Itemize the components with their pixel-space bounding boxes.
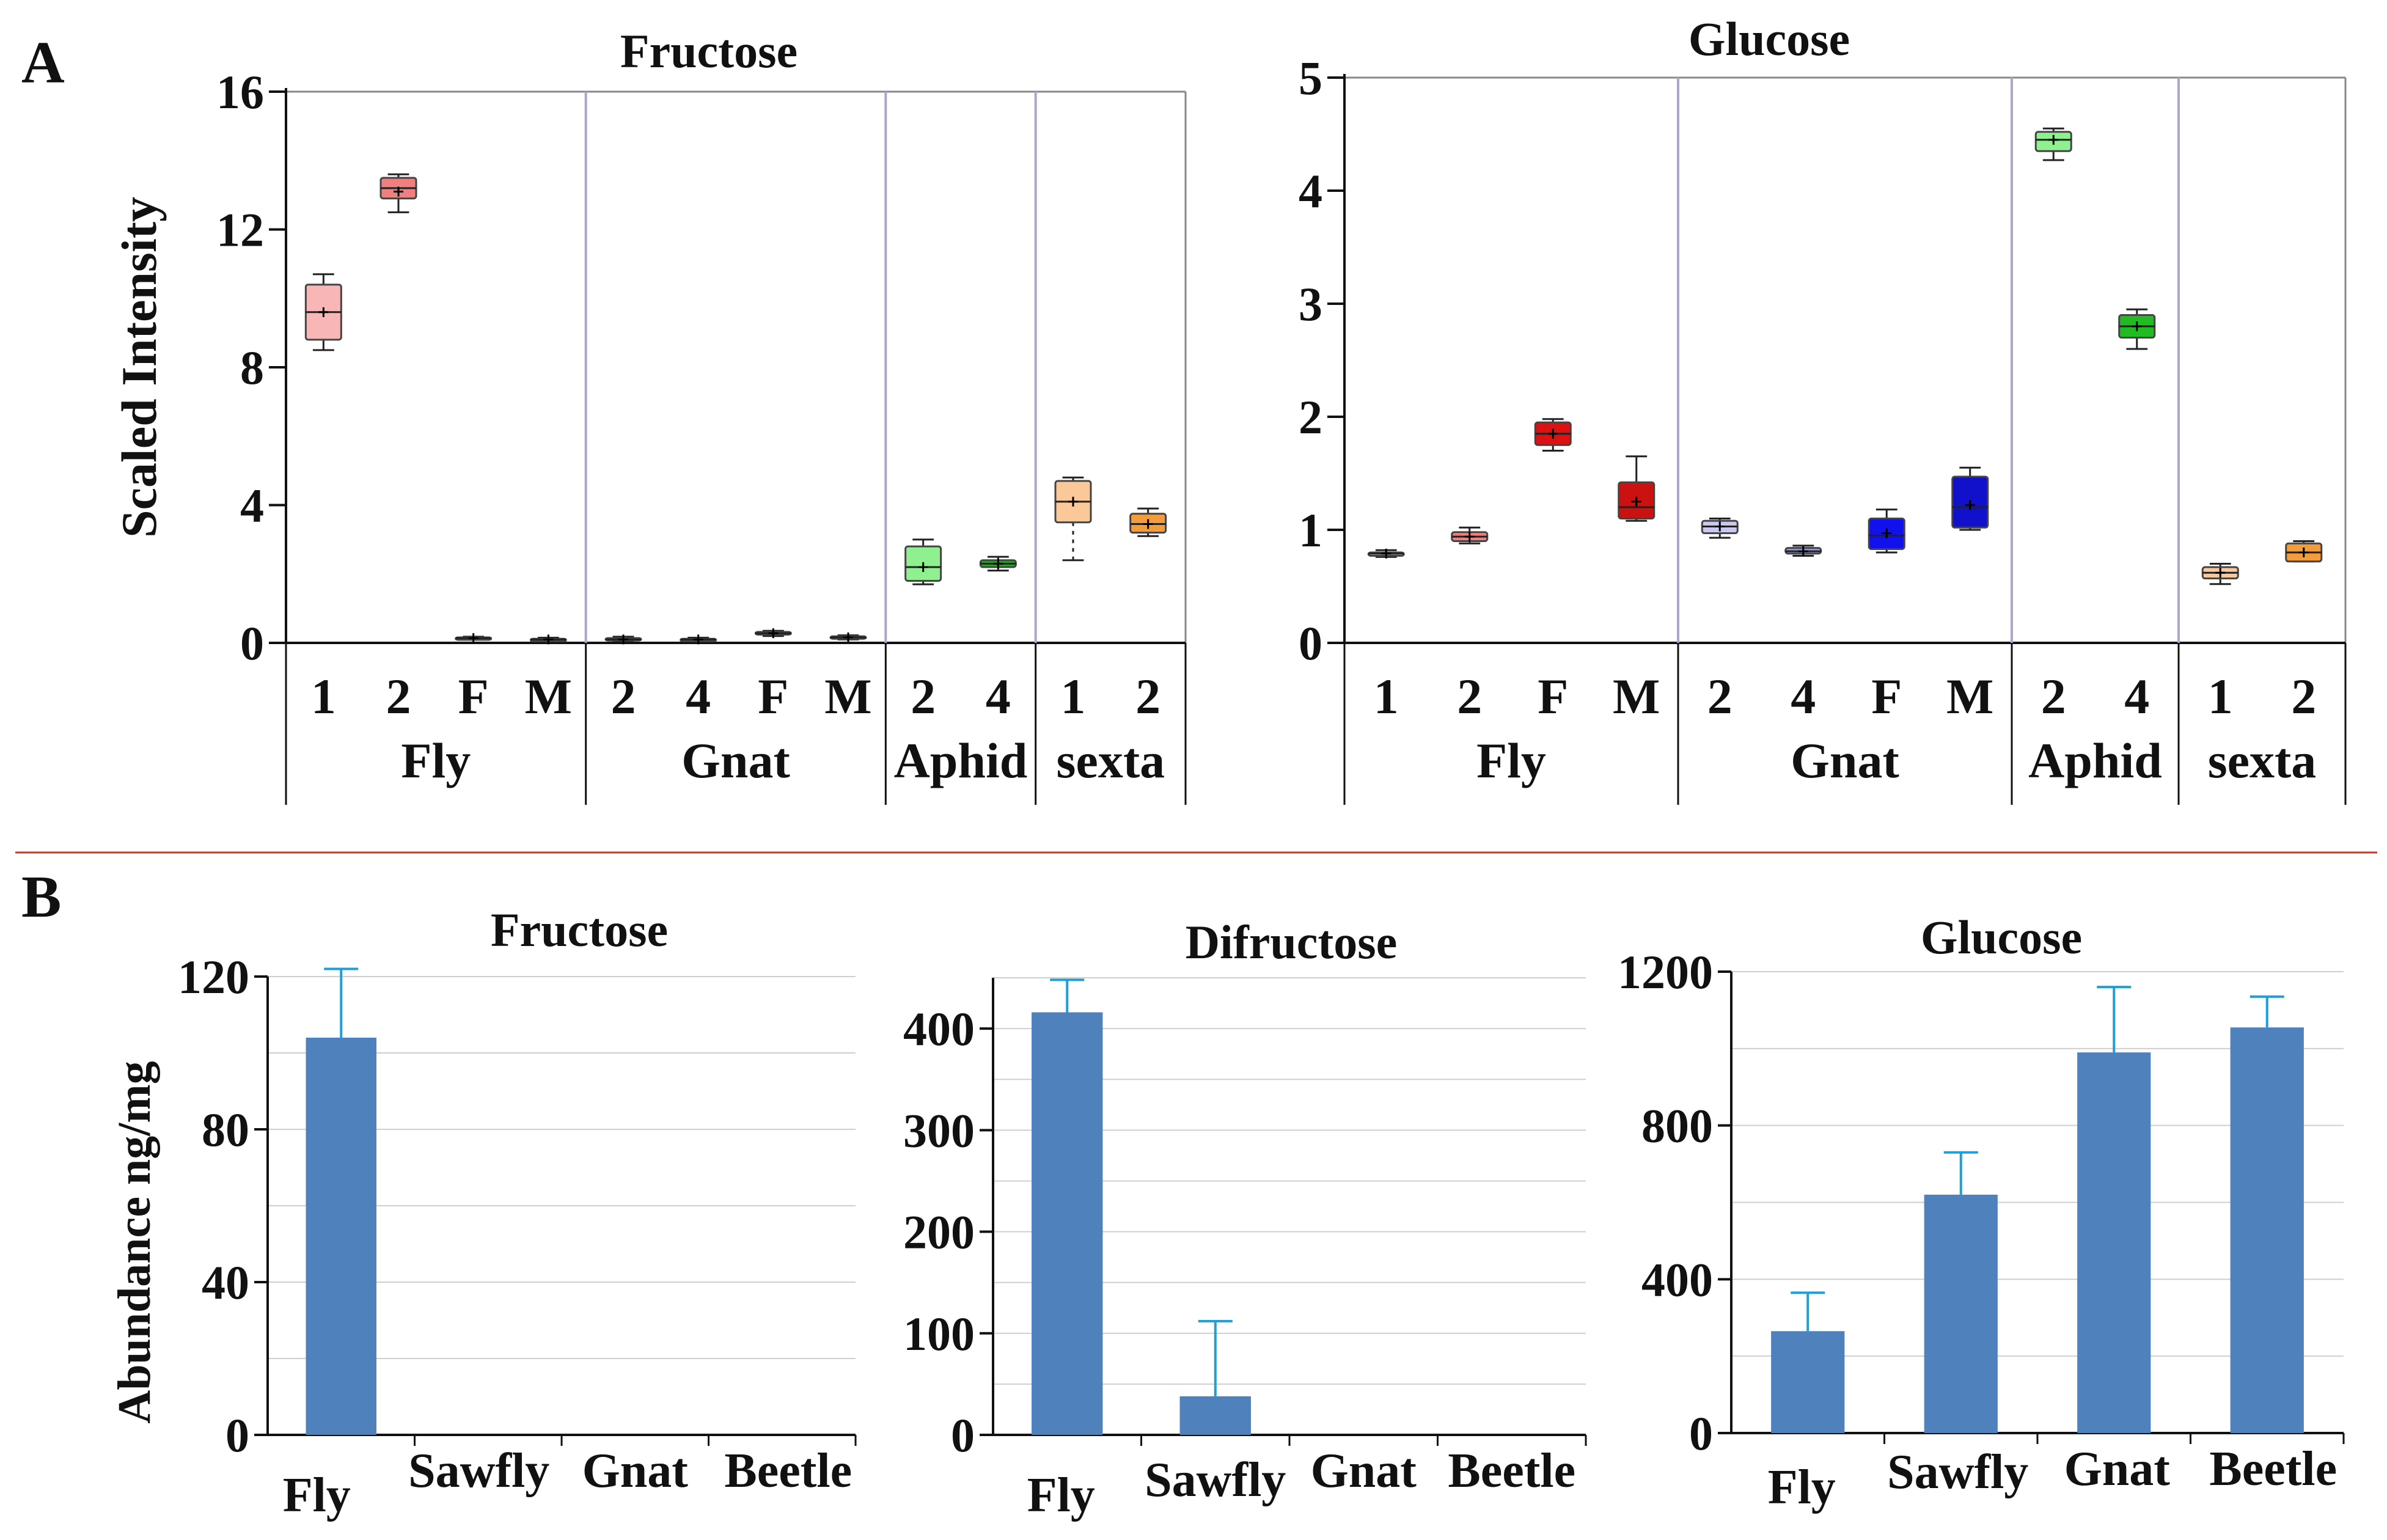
- y-tick-label: 120: [178, 950, 249, 1003]
- chart-title: Fructose: [491, 903, 668, 956]
- x-tick-label: Beetle: [724, 1444, 852, 1498]
- y-tick-label: 16: [216, 65, 264, 119]
- x-tick-label: 4: [686, 669, 711, 724]
- group-label: Aphid: [894, 733, 1028, 788]
- x-tick-label: 1: [1061, 669, 1086, 724]
- x-tick-label: Gnat: [2064, 1442, 2171, 1496]
- chart-b-fructose: Fructose Abundance ng/mg 0 40 80 120 Fly Sawfly…: [109, 903, 857, 1522]
- x-tick-label: 1: [311, 669, 336, 724]
- y-tick-label: 5: [1299, 51, 1322, 105]
- y-tick-label: 0: [1689, 1407, 1713, 1460]
- x-tick-label: 2: [2291, 669, 2316, 724]
- x-tick-label: M: [824, 669, 871, 724]
- x-tick-label: M: [1946, 669, 1993, 724]
- group-label: Gnat: [681, 733, 790, 788]
- y-tick-label: 800: [1641, 1099, 1713, 1153]
- panel-a-label: A: [21, 30, 65, 96]
- x-tick-label: 2: [1707, 669, 1733, 724]
- y-tick-label: 12: [216, 204, 264, 257]
- x-tick-label: 1: [1374, 669, 1399, 724]
- x-tick-label: Fly: [1768, 1461, 1836, 1514]
- x-tick-label: F: [458, 669, 489, 724]
- x-tick-label: 4: [986, 669, 1011, 724]
- bar: [2230, 1027, 2304, 1433]
- chart-title: Glucose: [1921, 911, 2082, 964]
- x-tick-label: Gnat: [582, 1444, 689, 1498]
- x-tick-label: 1: [2208, 669, 2233, 724]
- y-tick-label: 200: [903, 1206, 975, 1259]
- y-tick-label: 1: [1299, 504, 1322, 557]
- x-tick-label: Gnat: [1311, 1444, 1417, 1498]
- x-tick-label: F: [758, 669, 788, 724]
- group-label: Gnat: [1791, 733, 1899, 788]
- group-label: sexta: [1057, 733, 1165, 788]
- group-label: Aphid: [2028, 733, 2162, 788]
- x-tick-label: Fly: [283, 1469, 351, 1522]
- bar: [1924, 1194, 1998, 1433]
- x-tick-label: Fly: [1027, 1469, 1095, 1522]
- x-tick-label: Sawfly: [408, 1444, 549, 1498]
- y-tick-label: 2: [1299, 391, 1322, 444]
- bar: [2077, 1052, 2151, 1433]
- group-label: Fly: [1476, 733, 1546, 788]
- x-tick-label: 2: [911, 669, 936, 724]
- y-tick-label: 0: [226, 1409, 249, 1462]
- x-tick-label: 2: [1457, 669, 1482, 724]
- y-tick-label: 3: [1299, 277, 1322, 331]
- x-tick-label: M: [525, 669, 572, 724]
- bar: [1032, 1012, 1103, 1435]
- x-tick-label: 4: [2124, 669, 2149, 724]
- group-label: Fly: [401, 733, 471, 788]
- panel-b-label: B: [21, 864, 61, 930]
- chart-title: Fructose: [620, 24, 798, 78]
- bar: [1179, 1396, 1251, 1435]
- x-tick-label: 2: [386, 669, 411, 724]
- chart-b-glucose: Glucose 0 400 800 1200 Fly Sawfly Gnat Beetle: [1618, 911, 2345, 1514]
- x-tick-label: 2: [611, 669, 636, 724]
- y-tick-label: 0: [1299, 617, 1322, 670]
- chart-title: Glucose: [1689, 12, 1850, 65]
- x-tick-label: F: [1871, 669, 1902, 724]
- y-tick-label: 400: [903, 1002, 975, 1055]
- y-tick-label: 40: [202, 1256, 249, 1309]
- x-tick-label: 2: [1135, 669, 1160, 724]
- y-tick-label: 0: [951, 1409, 975, 1462]
- x-tick-label: Sawfly: [1145, 1453, 1286, 1507]
- x-tick-label: Beetle: [1448, 1444, 1575, 1498]
- y-tick-label: 100: [903, 1307, 975, 1360]
- x-tick-label: F: [1538, 669, 1568, 724]
- y-tick-label: 1200: [1618, 945, 1713, 999]
- chart-title: Difructose: [1186, 915, 1398, 969]
- y-tick-label: 4: [1299, 164, 1322, 218]
- x-tick-label: 4: [1791, 669, 1816, 724]
- y-tick-label: 400: [1641, 1253, 1713, 1306]
- y-axis-label: Abundance ng/mg: [109, 1061, 160, 1423]
- x-tick-label: 2: [2041, 669, 2066, 724]
- y-tick-label: 4: [240, 479, 264, 532]
- y-tick-label: 300: [903, 1104, 975, 1157]
- x-tick-label: M: [1613, 669, 1660, 724]
- x-tick-label: Sawfly: [1887, 1445, 2028, 1499]
- y-tick-label: 80: [202, 1103, 249, 1156]
- y-tick-label: 0: [240, 617, 264, 670]
- y-tick-label: 8: [240, 341, 264, 394]
- y-axis-label: Scaled Intensity: [111, 197, 167, 538]
- group-label: sexta: [2208, 733, 2317, 788]
- bar: [306, 1038, 376, 1435]
- chart-b-difructose: Difructose 0 100 200 300 400 Fly Sawfly Gnat Beet…: [903, 915, 1587, 1522]
- bar: [1771, 1331, 1845, 1433]
- x-tick-label: Beetle: [2209, 1442, 2337, 1496]
